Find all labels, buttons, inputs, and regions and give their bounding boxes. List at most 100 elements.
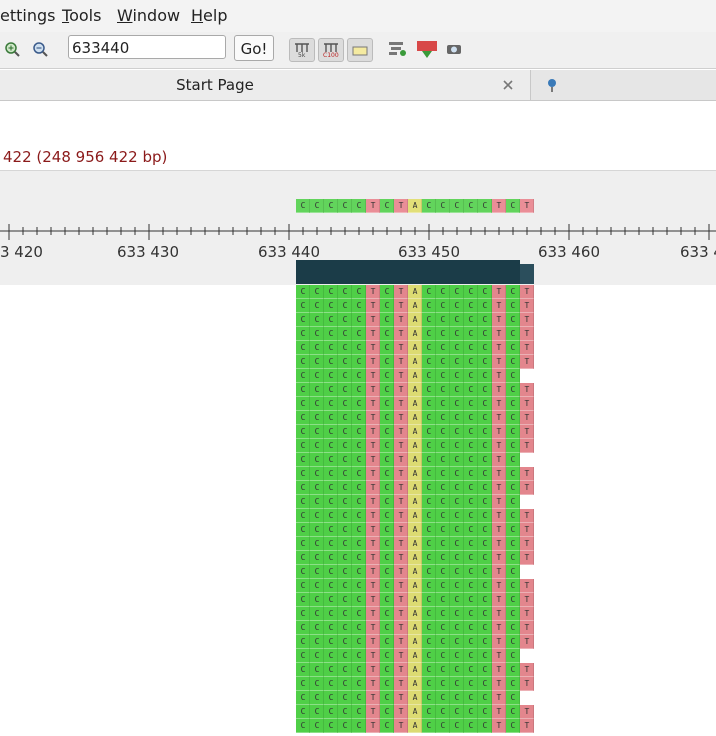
base-cell [422, 523, 436, 537]
base-cell [464, 537, 478, 551]
base-cell [492, 579, 506, 593]
icon-label: 5k [298, 52, 306, 59]
sequence-row: CCCCCTCTACCCCCTCT [296, 411, 534, 425]
base-cell [394, 551, 408, 565]
position-input[interactable]: 633440 [68, 35, 226, 59]
base-cell [520, 355, 534, 369]
base-cell [310, 621, 324, 635]
base-cell [310, 453, 324, 467]
sequence-text: CCCCCTCTACCCCCTCT [300, 385, 539, 394]
base-cell [366, 481, 380, 495]
base-cell [492, 369, 506, 383]
base-cell [352, 621, 366, 635]
zoom-c100-button[interactable]: C100 [318, 38, 344, 62]
base-cell [464, 719, 478, 733]
base-cell [394, 199, 408, 213]
toggle-button[interactable] [347, 38, 373, 62]
base-cell [296, 635, 310, 649]
base-cell [520, 299, 534, 313]
sequence-text: CCCCCTCTACCCCCTCT [300, 581, 539, 590]
base-cell [436, 565, 450, 579]
base-cell [366, 425, 380, 439]
base-cell [520, 439, 534, 453]
base-cell [436, 481, 450, 495]
base-cell [296, 425, 310, 439]
menu-item[interactable]: Help [191, 6, 228, 25]
base-cell [394, 425, 408, 439]
menu-item[interactable]: ettings [0, 6, 56, 25]
base-cell [492, 593, 506, 607]
base-cell [366, 635, 380, 649]
base-cell [450, 313, 464, 327]
base-cell [338, 677, 352, 691]
base-cell [310, 467, 324, 481]
base-cell [478, 509, 492, 523]
base-cell [506, 537, 520, 551]
base-cell [520, 705, 534, 719]
base-cell [394, 579, 408, 593]
base-cell [394, 439, 408, 453]
sequence-row: CCCCCTCTACCCCCTCT [296, 523, 534, 537]
tab[interactable]: Start Page [0, 70, 531, 100]
zoom-5k-button[interactable]: 5k [289, 38, 315, 62]
base-cell [380, 439, 394, 453]
base-cell [394, 677, 408, 691]
base-cell [520, 397, 534, 411]
base-cell [380, 313, 394, 327]
base-cell [380, 579, 394, 593]
base-cell [422, 439, 436, 453]
base-cell [464, 199, 478, 213]
pin-icon[interactable] [545, 77, 559, 93]
base-cell [464, 411, 478, 425]
base-cell [324, 425, 338, 439]
base-cell [436, 467, 450, 481]
base-cell [352, 299, 366, 313]
base-cell [506, 313, 520, 327]
sequence-text: CCCCCTCTACCCCCTCT [300, 553, 539, 562]
base-cell [464, 621, 478, 635]
go-button[interactable]: Go! [234, 35, 274, 61]
base-cell [408, 439, 422, 453]
base-cell [380, 341, 394, 355]
base-cell [520, 313, 534, 327]
base-cell [422, 327, 436, 341]
base-cell [450, 691, 464, 705]
base-cell [352, 383, 366, 397]
menu-item[interactable]: Window [117, 6, 181, 25]
base-cell [310, 369, 324, 383]
base-cell [436, 705, 450, 719]
base-cell [450, 509, 464, 523]
coverage-bar [296, 260, 520, 284]
base-cell [436, 719, 450, 733]
sequence-text: CCCCCTCTACCCCCTCT [300, 525, 539, 534]
base-cell [338, 551, 352, 565]
sequence-row: CCCCCTCTACCCCCTCT [296, 299, 534, 313]
base-cell [394, 299, 408, 313]
tool-icons[interactable] [386, 38, 466, 60]
base-cell [478, 383, 492, 397]
zoom-icons[interactable] [2, 38, 52, 60]
base-cell [338, 467, 352, 481]
base-cell [506, 383, 520, 397]
base-cell [366, 691, 380, 705]
tab-close[interactable] [502, 79, 514, 91]
base-cell [408, 691, 422, 705]
base-cell [492, 621, 506, 635]
base-cell [352, 453, 366, 467]
base-cell [296, 285, 310, 299]
base-cell [338, 523, 352, 537]
base-cell [450, 537, 464, 551]
base-cell [436, 327, 450, 341]
base-cell [296, 509, 310, 523]
base-cell [506, 705, 520, 719]
base-cell [506, 439, 520, 453]
base-cell [408, 411, 422, 425]
menu-item[interactable]: Tools [62, 6, 102, 25]
base-cell [492, 397, 506, 411]
base-cell [520, 607, 534, 621]
base-cell [450, 621, 464, 635]
sequence-row: CCCCCTCTACCCCCTCT [296, 551, 534, 565]
base-cell [506, 495, 520, 509]
base-cell [366, 495, 380, 509]
